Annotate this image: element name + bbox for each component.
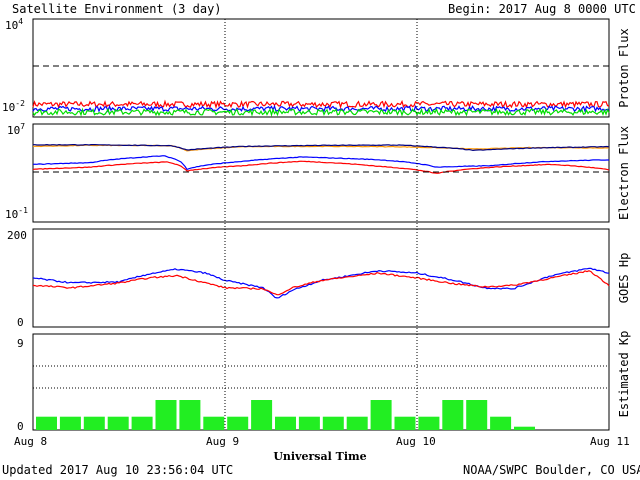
begin-time: Begin: 2017 Aug 8 0000 UTC: [448, 2, 636, 16]
kp-bar: [514, 426, 535, 430]
xtick-aug9: Aug 9: [206, 435, 239, 448]
day-separators: [224, 19, 418, 430]
kp-bar: [227, 416, 249, 430]
proton-flux-label: Proton Flux: [617, 28, 631, 107]
kp-bar: [442, 400, 464, 430]
kp-bar: [203, 416, 225, 430]
proton-series-0: [32, 99, 610, 110]
kp-bar: [275, 416, 296, 430]
goes-hp-label: GOES Hp: [617, 253, 631, 304]
kp-bar: [179, 400, 201, 430]
chart-title: Satellite Environment (3 day): [12, 2, 222, 16]
kp-bar: [298, 416, 320, 430]
proton-series-1: [32, 104, 610, 113]
electron-series-2: [32, 155, 609, 171]
kp-bar: [59, 416, 81, 430]
kp-bar: [107, 416, 129, 430]
xtick-aug8: Aug 8: [14, 435, 47, 448]
electron-series-1: [33, 143, 610, 152]
kp-bar: [418, 416, 440, 430]
xtick-aug11: Aug 11: [590, 435, 630, 448]
kp-bar: [251, 400, 273, 430]
kp-bar: [346, 416, 368, 430]
electron-ytick-top: 107: [7, 122, 25, 137]
proton-ytick-bottom: 10-2: [2, 99, 25, 114]
credit: NOAA/SWPC Boulder, CO USA: [463, 463, 640, 477]
electron-series-3: [32, 160, 610, 174]
kp-bar: [370, 400, 392, 430]
kp-ytick-top: 9: [17, 337, 24, 350]
kp-bar: [155, 400, 177, 430]
estimated-kp-label: Estimated Kp: [617, 331, 631, 418]
electron-ytick-bottom: 10-1: [5, 206, 28, 221]
goes-hp-panel: 200 0 GOES Hp: [7, 228, 631, 329]
proton-ytick-top: 104: [5, 17, 23, 32]
kp-bar: [131, 416, 153, 430]
hp-ytick-top: 200: [7, 229, 27, 242]
updated-time: Updated 2017 Aug 10 23:56:04 UTC: [2, 463, 233, 477]
kp-bar: [466, 400, 488, 430]
kp-bar: [36, 416, 57, 430]
electron-panel: 107 10-1 Electron Flux: [5, 122, 631, 223]
goes-hp-series-1: [32, 270, 610, 296]
electron-flux-label: Electron Flux: [617, 126, 631, 220]
proton-panel: 104 10-2 Proton Flux: [2, 17, 631, 118]
kp-ytick-bottom: 0: [17, 420, 24, 433]
proton-series-2: [32, 107, 610, 117]
kp-bar: [394, 416, 416, 430]
kp-panel: 9 0 Estimated Kp: [17, 331, 631, 433]
kp-bar: [322, 416, 344, 430]
x-axis-label: Universal Time: [273, 450, 366, 463]
kp-bar: [83, 416, 105, 430]
xtick-aug10: Aug 10: [396, 435, 436, 448]
kp-bar: [490, 416, 512, 430]
hp-ytick-bottom: 0: [17, 316, 24, 329]
